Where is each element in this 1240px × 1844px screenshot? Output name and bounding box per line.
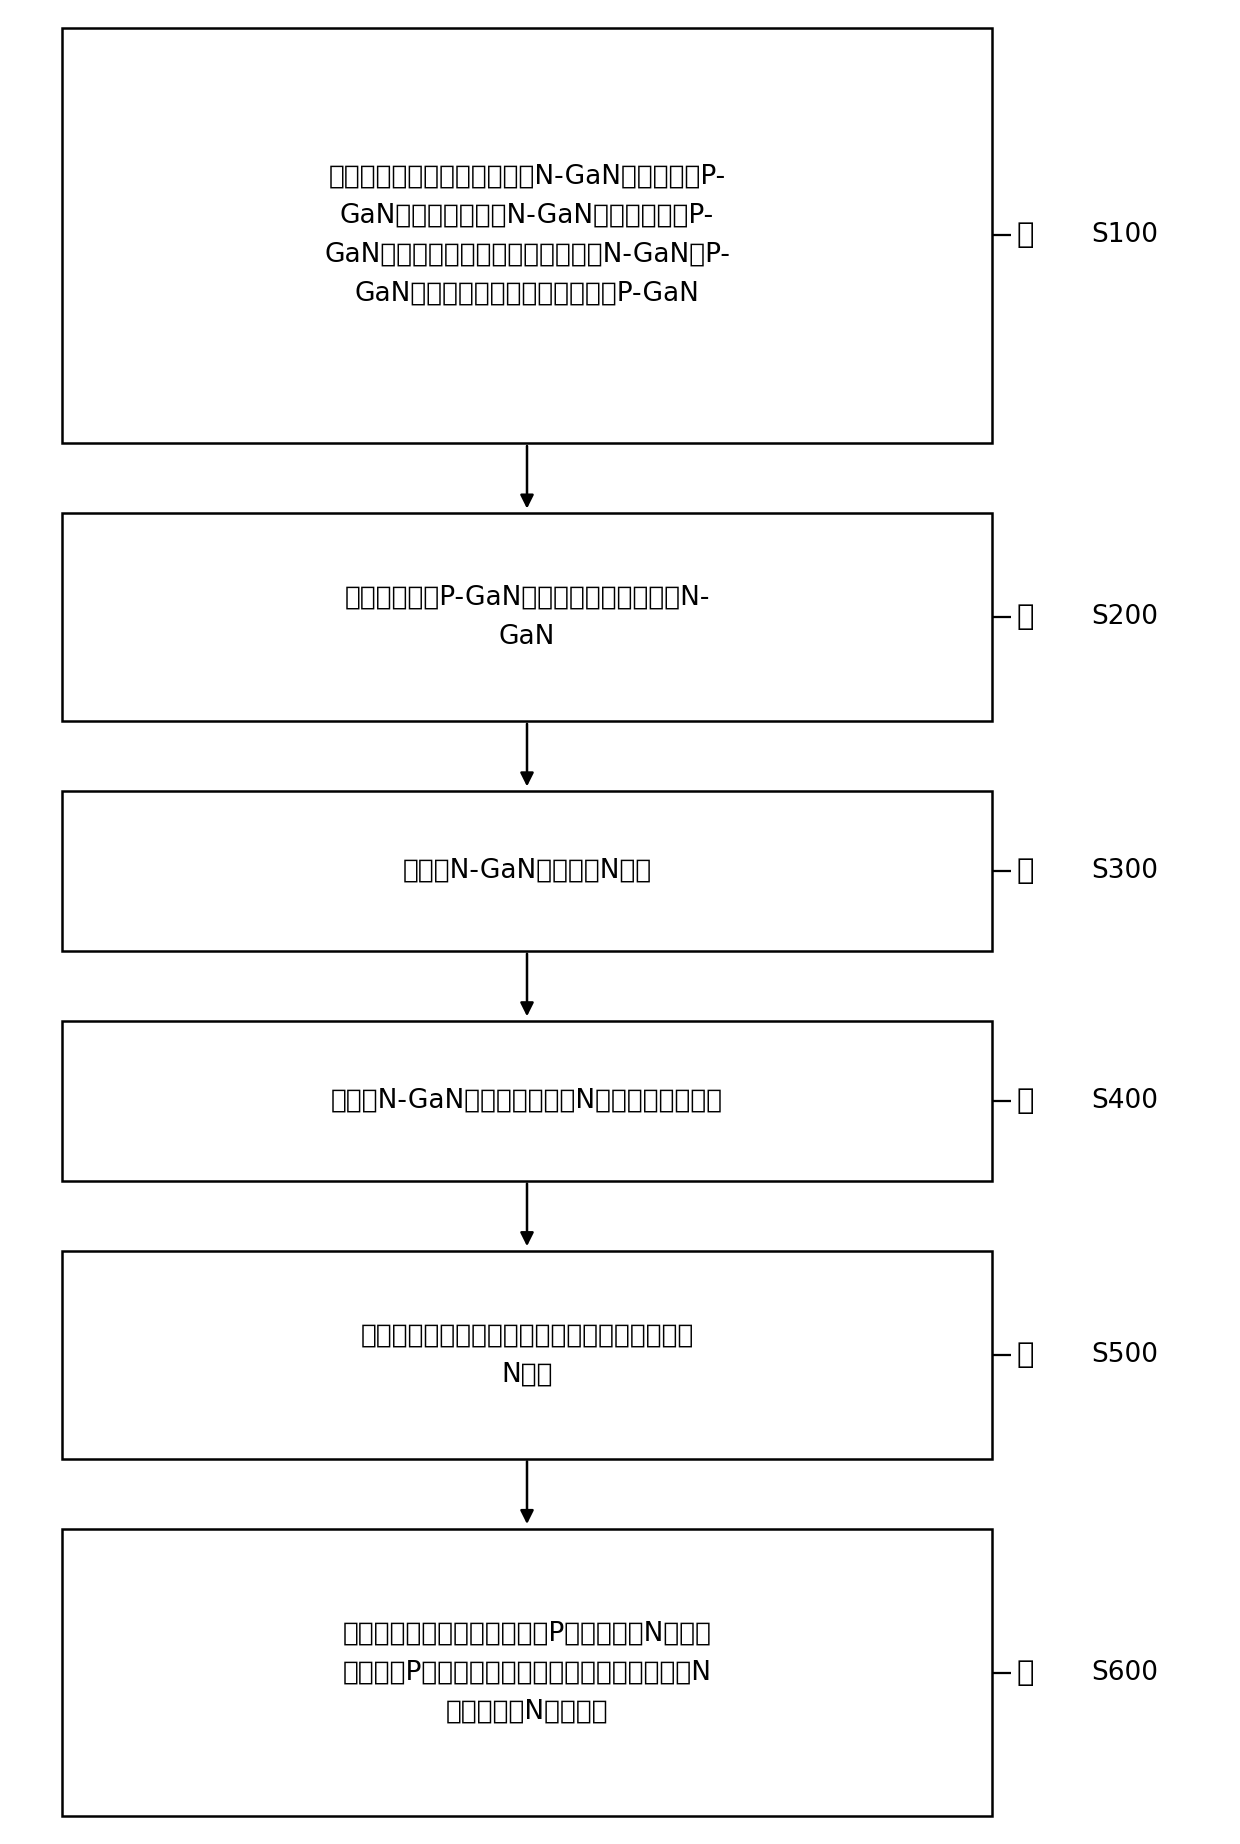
Text: S600: S600: [1091, 1660, 1158, 1685]
Bar: [62, 791, 992, 952]
Text: S100: S100: [1091, 223, 1158, 249]
Bar: [62, 28, 992, 443]
Text: ～: ～: [1017, 603, 1034, 631]
Text: S500: S500: [1091, 1342, 1158, 1368]
Text: 在所述N-GaN表面形成N电极: 在所述N-GaN表面形成N电极: [402, 857, 652, 883]
Text: S300: S300: [1091, 857, 1158, 883]
Text: ～: ～: [1017, 1086, 1034, 1116]
Bar: [62, 1529, 992, 1816]
Text: ～: ～: [1017, 857, 1034, 885]
Text: ～: ～: [1017, 1341, 1034, 1368]
Text: ～: ～: [1017, 221, 1034, 249]
Text: 刻蚀所述隔离层，暴露出部分金属电极层和部分
N电极: 刻蚀所述隔离层，暴露出部分金属电极层和部分 N电极: [361, 1322, 693, 1387]
Text: 提供衬底，在衬底上依次形成N-GaN、量子阱、P-
GaN和金属电极层，N-GaN和衬底相连，P-
GaN和金属电极层相连，量子阱位于N-GaN和P-
GaN之: 提供衬底，在衬底上依次形成N-GaN、量子阱、P- GaN和金属电极层，N-Ga…: [324, 164, 730, 306]
Text: S400: S400: [1091, 1088, 1158, 1114]
Text: 依次刻蚀所述P-GaN和量子阱，暴露出部分N-
GaN: 依次刻蚀所述P-GaN和量子阱，暴露出部分N- GaN: [345, 585, 709, 649]
Bar: [62, 1022, 992, 1180]
Text: 在所述隔离层上分别形成键合P电极和键合N电极，
所述键合P电极与所述金属电极层相连，所述键合N
电极与所述N电极相连: 在所述隔离层上分别形成键合P电极和键合N电极， 所述键合P电极与所述金属电极层相…: [342, 1621, 712, 1724]
Text: 在所述N-GaN、金属电极层和N电极上形成隔离层: 在所述N-GaN、金属电极层和N电极上形成隔离层: [331, 1088, 723, 1114]
Bar: [62, 513, 992, 721]
Bar: [62, 1250, 992, 1459]
Text: S200: S200: [1091, 605, 1158, 631]
Text: ～: ～: [1017, 1658, 1034, 1687]
